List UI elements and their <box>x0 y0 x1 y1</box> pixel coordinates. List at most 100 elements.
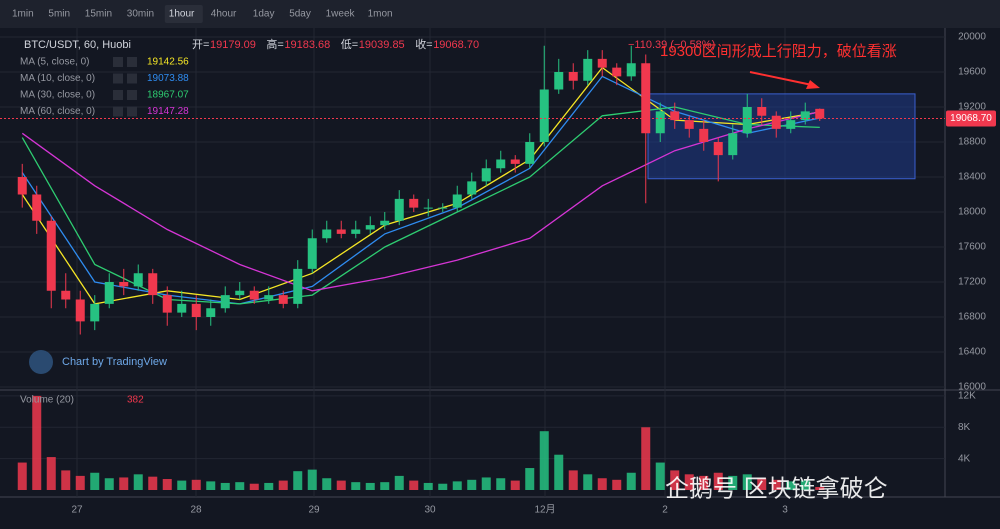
volume-bar <box>351 482 361 490</box>
candle-body <box>786 120 796 129</box>
volume-label: Volume (20) <box>20 395 74 406</box>
volume-bar <box>438 483 448 490</box>
zone <box>647 93 916 180</box>
volume-bar <box>815 487 825 490</box>
ma-settings[interactable] <box>113 57 123 67</box>
ma-settings[interactable] <box>113 90 123 100</box>
volume-bar <box>61 470 71 490</box>
x-tick-label: 2 <box>662 505 668 516</box>
ma-settings[interactable] <box>113 106 123 117</box>
volume-bar <box>380 482 390 490</box>
volume-bar <box>554 454 564 490</box>
timeframe[interactable]: 1min <box>12 9 34 20</box>
ma-close[interactable] <box>127 90 137 100</box>
volume-bar <box>583 474 593 490</box>
annotation: 19300区间形成上行阻力，破位看涨 <box>660 43 897 60</box>
volume-bar <box>539 431 549 490</box>
volume-bar <box>800 480 810 490</box>
candle-body <box>206 308 216 317</box>
volume-bar <box>365 482 375 490</box>
volume-bar <box>220 482 230 490</box>
x-tick-label: 28 <box>190 505 202 516</box>
candle-body <box>46 220 56 291</box>
ohlc-value: 19039.85 <box>359 39 405 51</box>
candle-body <box>90 303 100 322</box>
volume-bar <box>568 470 578 490</box>
volume-bar <box>467 479 477 490</box>
active-tab <box>164 5 203 23</box>
timeframe[interactable]: 15min <box>85 9 112 20</box>
ma-close[interactable] <box>127 106 137 117</box>
y-tick-label: 18000 <box>958 207 986 218</box>
ma-close[interactable] <box>127 73 137 84</box>
candle-body <box>728 133 738 156</box>
candle-body <box>278 295 288 304</box>
candle-body <box>162 295 172 313</box>
candle-body <box>191 303 201 317</box>
timeframe[interactable]: 5day <box>289 9 311 20</box>
candle-body <box>119 282 129 287</box>
candle-body <box>742 107 752 134</box>
timeframe[interactable]: 30min <box>127 9 154 20</box>
ohlc-label: 开= <box>192 39 209 51</box>
candle-body <box>597 58 607 68</box>
volume-bar <box>177 480 187 490</box>
candle-body <box>568 72 578 81</box>
credit: 企鹅号 区块链拿破仑 <box>665 475 888 502</box>
ma-legend: MA (30, close, 0) <box>20 90 95 101</box>
candle-body <box>539 89 549 142</box>
volume-bar <box>481 477 491 490</box>
ma-settings[interactable] <box>113 73 123 84</box>
volume-bar <box>626 472 636 490</box>
candle-body <box>264 295 274 300</box>
volume-bar <box>423 482 433 490</box>
y-tick-label: 18400 <box>958 172 986 183</box>
candle-body <box>684 120 694 129</box>
ohlc-value: 19183.68 <box>284 39 330 51</box>
candle-body <box>438 207 448 209</box>
volume-bar <box>728 475 738 490</box>
candle-body <box>554 72 564 90</box>
volume-bar <box>162 479 172 490</box>
candle-body <box>699 128 709 142</box>
timeframe[interactable]: 5min <box>48 9 70 20</box>
volume-bar <box>684 474 694 490</box>
candle-body <box>365 225 375 230</box>
y-tick-label: 16400 <box>958 347 986 358</box>
volume-bar <box>699 475 709 490</box>
candle-body <box>32 194 42 221</box>
y-tick-label: 16000 <box>958 382 986 393</box>
y-tick-label: 19600 <box>958 67 986 78</box>
candle-body <box>148 273 158 296</box>
ohlc-value: 19179.09 <box>210 39 256 51</box>
ohlc-value: 19068.70 <box>433 39 479 51</box>
candle-body <box>612 67 622 77</box>
volume-bar <box>742 474 752 490</box>
y-tick-label: 16800 <box>958 312 986 323</box>
candle-body <box>322 229 332 239</box>
ma-value: 19142.56 <box>147 57 189 68</box>
timeframe[interactable]: 1mon <box>368 9 393 20</box>
timeframe[interactable]: 4hour <box>211 9 237 20</box>
candle-body <box>380 220 390 226</box>
volume-bar <box>235 482 245 490</box>
candle-body <box>307 238 317 269</box>
volume-bar <box>75 475 85 490</box>
timeframe[interactable]: 1day <box>253 9 275 20</box>
candle-body <box>771 115 781 129</box>
ma-close[interactable] <box>127 57 137 67</box>
ohlc-label: 收= <box>415 37 432 51</box>
plot <box>0 45 945 490</box>
timeframe[interactable]: 1hour <box>169 9 195 20</box>
candle-body <box>17 177 27 195</box>
candle-body <box>481 168 491 182</box>
timeframe[interactable]: 1week <box>326 9 356 20</box>
volume-bar <box>191 479 201 490</box>
volume-tick-label: 4K <box>958 453 971 464</box>
volume-bar <box>206 481 216 490</box>
volume-bar <box>322 478 332 490</box>
volume-bar <box>90 472 100 490</box>
volume-bar <box>510 480 520 490</box>
volume-bar <box>713 472 723 490</box>
